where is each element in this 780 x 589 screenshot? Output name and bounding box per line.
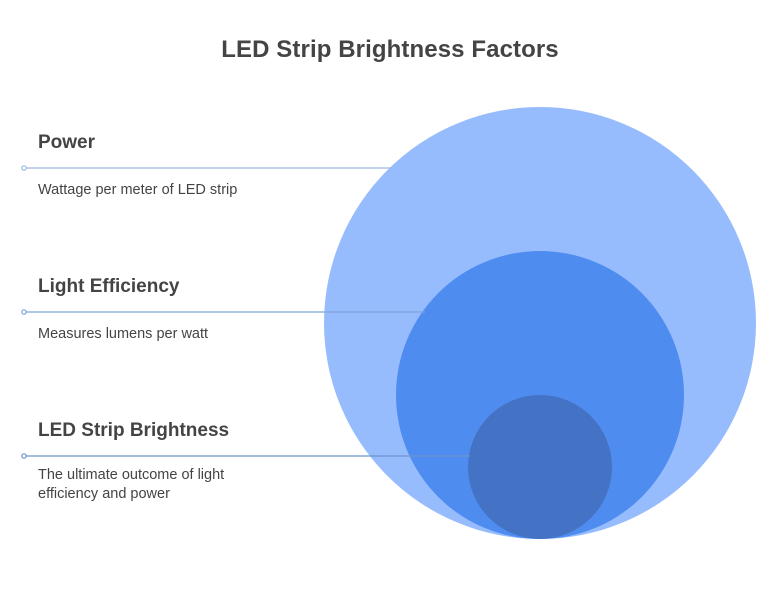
label-light-efficiency-description: Measures lumens per watt [38, 326, 209, 342]
label-led-strip-brightness-description: The ultimate outcome of light efficiency… [38, 467, 225, 502]
circle-led-strip-brightness [468, 395, 612, 539]
connector-dot-light-efficiency [21, 309, 27, 315]
label-light-efficiency-title: Light Efficiency [38, 276, 180, 297]
connector-dot-power [21, 165, 27, 171]
label-led-strip-brightness-title: LED Strip Brightness [38, 420, 230, 441]
label-power-description: Wattage per meter of LED strip [38, 182, 238, 198]
label-power-title: Power [38, 132, 96, 153]
diagram-title: LED Strip Brightness Factors [221, 36, 559, 63]
connector-dot-led-strip-brightness [21, 453, 27, 459]
